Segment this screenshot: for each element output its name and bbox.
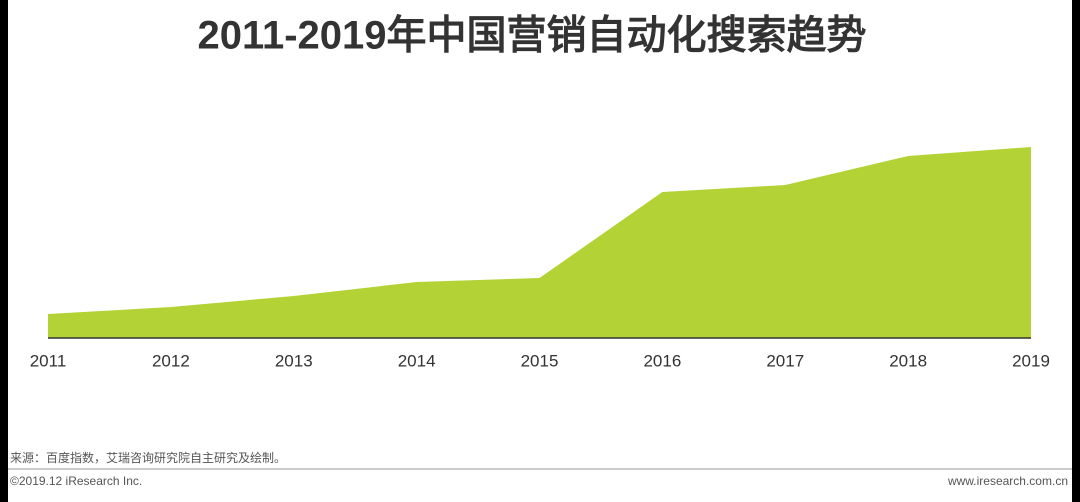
x-tick-label: 2016 — [643, 351, 681, 370]
x-tick-label: 2011 — [30, 351, 67, 370]
x-tick-label: 2013 — [275, 351, 313, 370]
x-tick-label: 2012 — [152, 351, 190, 370]
x-tick-label: 2017 — [766, 351, 804, 370]
area — [48, 147, 1031, 338]
source-note: 来源：百度指数，艾瑞咨询研究院自主研究及绘制。 — [10, 450, 286, 465]
copyright: ©2019.12 iResearch Inc. — [10, 474, 142, 488]
x-tick-label: 2014 — [398, 351, 436, 370]
website: www.iresearch.com.cn — [947, 474, 1068, 488]
x-tick-label: 2018 — [889, 351, 927, 370]
chart-title: 2011-2019年中国营销自动化搜索趋势 — [197, 14, 866, 58]
x-tick-label: 2019 — [1012, 351, 1050, 370]
x-tick-label: 2015 — [521, 351, 559, 370]
